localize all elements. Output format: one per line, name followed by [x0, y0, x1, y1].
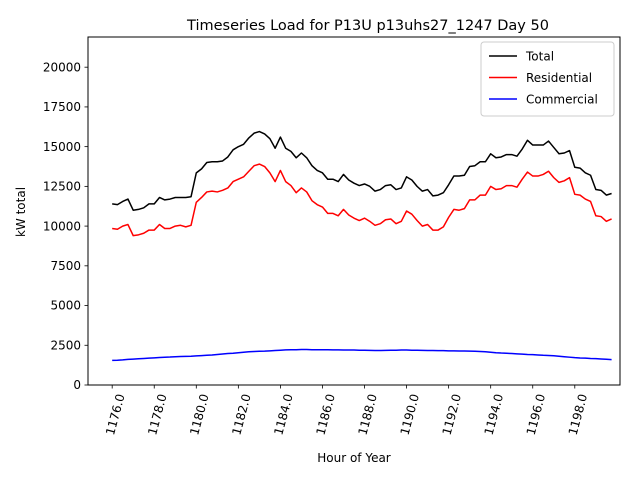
y-axis-label: kW total — [14, 187, 28, 237]
y-tick-label: 7500 — [50, 259, 81, 273]
y-axis: 0 2500 5000 7500 10000 12500 15000 17500 20000 — [43, 60, 88, 392]
plot-frame — [87, 36, 621, 386]
series-line-commercial — [112, 348, 612, 362]
series-line-total — [112, 130, 612, 211]
legend-box — [480, 41, 615, 117]
legend-label-total: Total — [525, 50, 554, 64]
series-line-residential — [112, 163, 612, 237]
y-tick-label: 0 — [73, 378, 81, 392]
series-layer — [112, 130, 612, 362]
y-tick-label: 17500 — [43, 100, 81, 114]
chart-title: Timeseries Load for P13U p13uhs27_1247 D… — [186, 18, 549, 34]
y-tick-label: 2500 — [50, 338, 81, 352]
legend: Total Residential Commercial — [480, 41, 615, 117]
legend-label-residential: Residential — [526, 71, 592, 85]
y-tick-label: 10000 — [43, 219, 81, 233]
legend-label-commercial: Commercial — [526, 93, 598, 107]
y-tick-label: 20000 — [43, 60, 81, 74]
y-tick-label: 5000 — [50, 299, 81, 313]
y-tick-label: 12500 — [43, 180, 81, 194]
x-axis-label: Hour of Year — [317, 451, 391, 465]
y-tick-label: 15000 — [43, 140, 81, 154]
